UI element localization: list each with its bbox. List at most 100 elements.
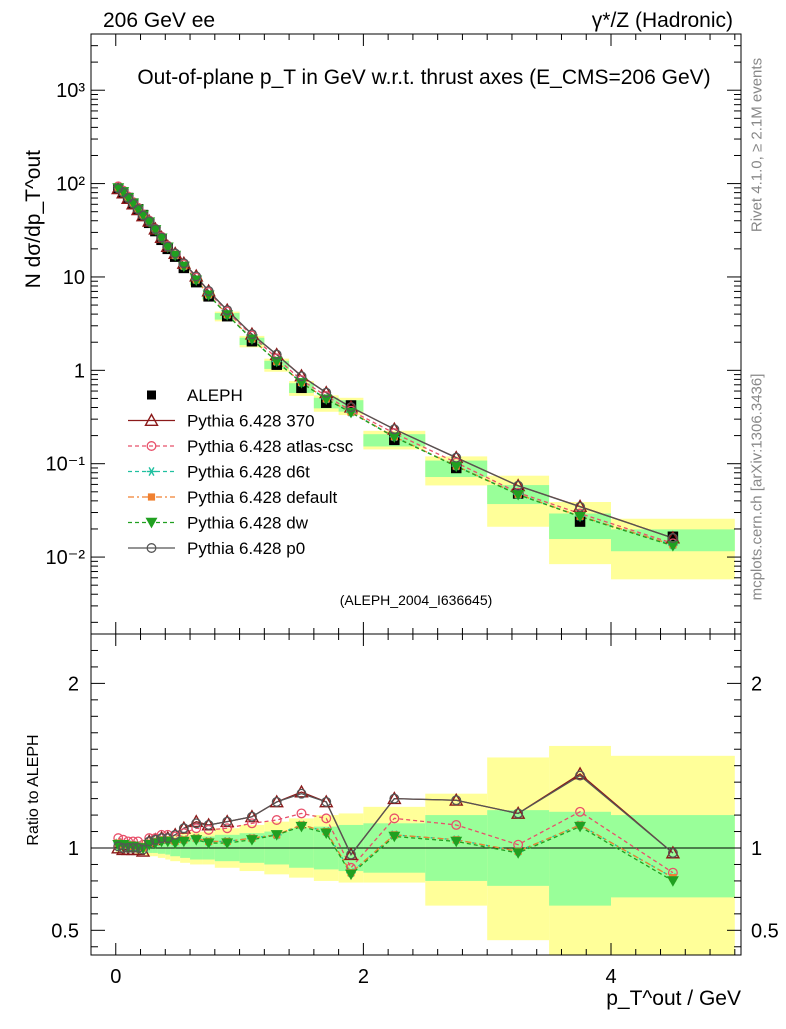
legend-marker xyxy=(145,517,158,529)
series-5-main-marker xyxy=(118,187,129,198)
series-5-main-marker xyxy=(246,329,257,340)
series-5-main-marker xyxy=(389,424,400,435)
series-5-main-marker xyxy=(178,258,189,269)
series-4-main-marker xyxy=(574,511,587,523)
x-tick-label: 0 xyxy=(110,966,121,988)
legend-marker xyxy=(147,390,156,400)
series-5-main-marker xyxy=(150,224,161,235)
series-5-main-marker xyxy=(123,193,134,204)
series-5-main-marker xyxy=(162,241,173,252)
series-5-main-marker xyxy=(144,216,155,227)
legend-label: Pythia 6.428 d6t xyxy=(187,463,310,482)
series-5-main-marker xyxy=(667,533,678,543)
series-4-ratio-marker xyxy=(245,835,258,846)
series-4-ratio-marker xyxy=(221,838,234,849)
series-5-main-marker xyxy=(203,286,214,296)
series-5-ratio-marker xyxy=(138,844,148,855)
y-tick-label: 10 xyxy=(63,267,85,289)
series-1-ratio-marker xyxy=(296,808,307,819)
series-5-main-marker xyxy=(346,402,356,413)
series-4-ratio-marker xyxy=(177,836,190,848)
data-point xyxy=(345,400,357,411)
series-5-main-marker xyxy=(170,248,181,259)
series-5-ratio-marker xyxy=(296,788,307,799)
y-tick-label: 1 xyxy=(74,360,85,382)
series-5-ratio-marker xyxy=(123,843,134,853)
series-5-main-marker xyxy=(513,480,524,491)
series-5-ratio-marker xyxy=(170,829,181,840)
ratio-tick-label-right: 2 xyxy=(751,673,762,695)
series-5-main-marker xyxy=(222,305,233,316)
series-5-ratio-marker xyxy=(118,843,129,853)
series-4-main-marker xyxy=(143,217,156,228)
series-4-main-marker xyxy=(295,378,308,389)
ratio-panel-frame xyxy=(90,633,742,956)
series-4-ratio-marker xyxy=(666,876,679,887)
series-5-ratio-marker xyxy=(113,841,124,852)
series-4-main-marker xyxy=(169,250,182,262)
chart-title: Out-of-plane p_T in GeV w.r.t. thrust ax… xyxy=(137,66,710,89)
series-0-ratio-marker xyxy=(189,814,204,828)
y-tick-label: 10³ xyxy=(56,80,85,102)
legend-marker xyxy=(146,441,157,451)
series-5-main-marker xyxy=(191,271,202,282)
series-5-ratio-marker xyxy=(321,796,332,807)
x-axis-label: p_T^out / GeV xyxy=(606,987,741,1010)
series-4-main-marker xyxy=(270,356,283,368)
series-5-ratio-marker xyxy=(513,808,524,819)
series-5-main-marker xyxy=(271,349,282,360)
series-5-main-marker xyxy=(156,232,167,243)
header-left: 206 GeV ee xyxy=(103,9,215,32)
series-4-main-marker xyxy=(320,394,333,406)
y-tick-label: 10² xyxy=(56,174,85,196)
series-1-ratio-marker xyxy=(191,823,202,834)
side-label-bottom: mcplots.cern.ch [arXiv:1306.3436] xyxy=(748,373,766,601)
series-5-ratio-marker xyxy=(191,818,202,829)
series-5-ratio-marker xyxy=(156,833,167,844)
series-5-ratio-marker xyxy=(203,819,214,830)
x-tick-label: 4 xyxy=(605,966,616,988)
y-tick-label: 10⁻¹ xyxy=(46,454,86,476)
ratio-tick-label: 0.5 xyxy=(51,920,79,942)
ratio-tick-label-right: 1 xyxy=(751,838,762,860)
series-0-main-line xyxy=(117,188,674,539)
legend-label: Pythia 6.428 p0 xyxy=(187,539,305,558)
series-4-main-marker xyxy=(666,541,679,552)
x-tick-label: 2 xyxy=(358,966,369,988)
series-5-ratio-marker xyxy=(575,770,586,781)
series-5-ratio-marker xyxy=(144,836,155,847)
ratio-tick-label: 2 xyxy=(68,673,79,695)
series-4-main-marker xyxy=(155,233,168,245)
series-4-ratio-marker xyxy=(574,821,587,833)
header-right: γ*/Z (Hadronic) xyxy=(592,9,733,32)
ratio-tick-label: 1 xyxy=(68,838,79,860)
series-5-ratio-marker xyxy=(222,816,233,827)
series-5-main-marker xyxy=(296,371,307,382)
series-5-main-marker xyxy=(128,198,139,209)
y-axis-label: N dσ/dp_T^out xyxy=(22,150,45,289)
y-tick-label: 10⁻² xyxy=(46,547,86,569)
series-1-ratio-marker xyxy=(203,824,214,835)
data-point xyxy=(667,531,679,543)
ratio-tick-label-right: 0.5 xyxy=(751,920,779,942)
series-5-ratio-marker xyxy=(133,843,144,853)
series-5-ratio-marker xyxy=(667,847,678,858)
series-5-main-marker xyxy=(138,210,148,221)
legend-label: ALEPH xyxy=(187,386,243,405)
series-5-main-marker xyxy=(321,387,332,398)
series-5-main-marker xyxy=(451,452,462,463)
series-4-ratio-marker xyxy=(450,836,463,848)
legend-label: Pythia 6.428 370 xyxy=(187,412,315,431)
series-5-ratio-marker xyxy=(346,849,356,860)
series-5-main-line xyxy=(117,187,674,539)
legend-marker xyxy=(146,543,157,553)
series-4-ratio-marker xyxy=(295,821,308,833)
series-1-ratio-marker xyxy=(451,819,462,830)
series-5-ratio-marker xyxy=(150,834,161,845)
series-0-ratio-marker xyxy=(294,784,309,798)
series-5-ratio-marker xyxy=(246,811,257,822)
series-1-ratio-marker xyxy=(246,818,257,829)
series-5-ratio-marker xyxy=(271,796,282,807)
